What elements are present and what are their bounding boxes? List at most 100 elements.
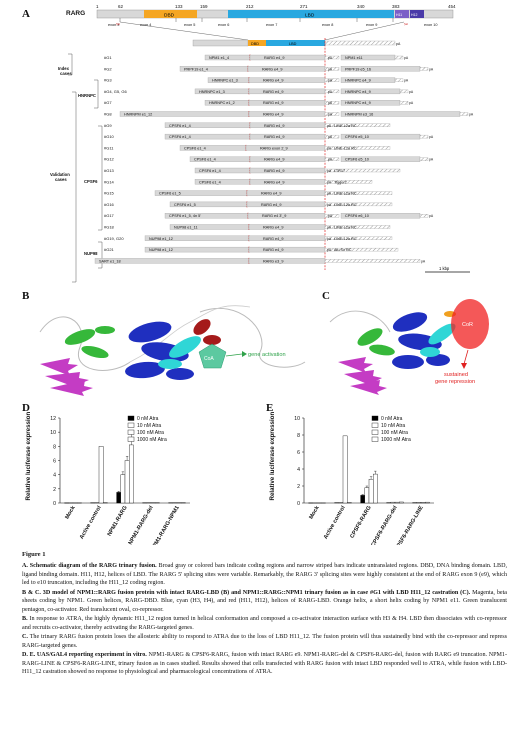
h11-label: H11 — [396, 13, 402, 17]
case-id: #G19, G20 — [104, 236, 124, 241]
pa-label: pA — [328, 79, 333, 83]
fusion-row: #G21 NUP98 e1_12 RARG e4_9 pA Alu Sx RC — [104, 246, 399, 253]
pos-1: 1 — [96, 4, 99, 9]
utr-bar — [324, 101, 340, 105]
partner-3prime-bar — [324, 123, 391, 127]
case-id: #G9 — [104, 123, 112, 128]
pa-label: pA — [328, 101, 333, 105]
h12-domain — [410, 10, 424, 18]
case-id: #G8 — [104, 112, 112, 117]
rarg-segment-label: RARG e4_9 — [263, 113, 283, 117]
rarg-segment-bar — [248, 246, 326, 253]
case-id: #G7 — [104, 100, 112, 105]
rarg-segment-bar — [249, 122, 326, 128]
partner-5prime-label: CPSF6 e1_4 — [169, 135, 191, 139]
dbd-domain — [144, 10, 197, 18]
rarg-segment-label: RARG e4_9 — [263, 226, 283, 230]
pa-label: pA — [328, 113, 333, 117]
y-tick-label: 6 — [297, 450, 300, 456]
fusion-row: #G15 CPSF6 e1_5 RARG e4_9 pA LINE-L2a RC — [104, 190, 393, 197]
pa-label: pA — [328, 56, 333, 60]
utr-bar — [419, 157, 429, 161]
caption-de: D. E. UAS/GAL4 reporting experiment in v… — [22, 652, 508, 676]
bar — [116, 492, 121, 504]
rarg-segment-label: RARG e4_9 — [263, 79, 283, 83]
case-id: #G18 — [104, 225, 115, 230]
construct-pa: pA — [396, 42, 401, 46]
utr-bar — [399, 89, 409, 94]
rarg-segment-label: RARG e4_9 — [264, 169, 284, 173]
partner-3prime-label: LINE-L2a RC — [334, 192, 357, 196]
pa-label: pA — [327, 124, 332, 128]
rarg-segment-bar — [249, 156, 326, 162]
lbd-label: LBD — [305, 13, 315, 19]
exon-7: exon 7 — [266, 23, 277, 27]
bar — [342, 435, 348, 504]
partner-5prime-label: CPSF6 e1_4 — [169, 124, 191, 128]
bar — [394, 501, 400, 504]
y-tick-label: 8 — [53, 444, 56, 450]
fusion-row: #G2 PRPF19 e1_4 RARG e4_9 pA PRPF19 e5_16 pA — [104, 65, 434, 72]
gene-repression-label: gene repression — [435, 379, 475, 385]
figure-title: Figure 1 — [22, 551, 46, 558]
rarg-segment-label: RARG e4_9 — [262, 67, 282, 71]
y-axis-label: Relative luciferase expression — [25, 412, 32, 501]
construct-lbd — [266, 40, 325, 46]
panel-e-letter: E — [266, 402, 274, 414]
partner-3prime-label: CPSF6 e6_10 — [345, 214, 369, 218]
partner-3prime-label: Alu Sx RC — [334, 248, 352, 252]
fusion-row: #G17 CPSF6 e1_5, 4n 5' RARG e4 3'_9 pA CPSF6… — [104, 212, 434, 219]
partner-3prime-bar — [324, 247, 399, 252]
utr-bar — [324, 67, 340, 71]
case-id: #G4, G5, G6 — [104, 89, 127, 94]
case-id: #G1 — [104, 55, 112, 60]
partner-3prime-label: LINE-L2a RC — [334, 124, 357, 128]
partner-5prime-label: PRPF19 e1_4 — [184, 67, 208, 71]
partner-5prime-label: NUP98 e1_12 — [149, 248, 173, 252]
bar — [372, 473, 378, 504]
rarg-segment-bar — [249, 133, 326, 140]
rarg-segment-label: RARG e4_9 — [264, 56, 284, 60]
partner-5prime-label: HNRNPC e1_2 — [209, 101, 235, 105]
partner-3prime-label: NPM1 e11 — [345, 56, 363, 60]
partner-3prime-label: LINE-L2a RC — [334, 237, 357, 241]
pa-label: pA — [327, 192, 332, 196]
partner-5prime-label: HNRNPC e1_3 — [212, 79, 238, 83]
pos-212: 212 — [246, 4, 254, 9]
bar — [420, 502, 426, 504]
pa-label: pA — [429, 158, 434, 162]
y-tick-label: 6 — [53, 459, 56, 465]
fusion-row: #G8 HNRNPM e1_12 RARG e4_9 pA HNRNPM e3_16 pA — [104, 111, 474, 117]
coactivator-label: CoA — [204, 356, 214, 362]
pa-label: pA — [429, 214, 434, 218]
fusion-row: #G12 CPSF6 e1_4 RARG e4_9 pA CPSF6 e5_10 pA — [104, 156, 434, 163]
partner-5prime-label: CPSF6 e1_4 — [184, 146, 206, 150]
construct-dbd — [248, 40, 266, 46]
rarg-segment-bar — [249, 179, 326, 185]
rarg-segment-label: RARG e4_9 — [263, 90, 283, 94]
bar — [120, 474, 126, 504]
legend-label: 10 nM Atra — [381, 423, 405, 429]
y-tick-label: 4 — [53, 473, 56, 479]
fusion-row: #G16 CPSF6 e1_5 RARG e4_9 pA LINE-L2a RC — [104, 201, 393, 208]
pos-454: 454 — [448, 4, 456, 9]
partner-3prime-label: CPSF6 e5_10 — [345, 158, 369, 162]
utr-bar — [399, 101, 409, 105]
fusion-row: #G11 CPSF6 e1_4 RARG exon 2_9 pA LINE-L2a RC — [104, 144, 391, 151]
rarg-segment-label: RARG e4_9 — [261, 192, 281, 196]
rarg-segment-bar — [248, 88, 326, 95]
x-tick-label: Active control — [79, 505, 103, 541]
case-id: #G10 — [104, 134, 115, 139]
case-id: #G11 — [104, 145, 114, 150]
rarg-segment-label: RARG e4_9 — [261, 203, 281, 207]
rarg-segment-label: RARG e4_9 — [264, 135, 284, 139]
utr-bar — [324, 112, 340, 116]
legend-swatch — [371, 415, 379, 421]
rarg-segment-bar — [248, 111, 326, 117]
x-tick-label: NPM1-RARG — [107, 505, 129, 537]
partner-5prime-label: CPSF6 e1_5 — [174, 203, 196, 207]
panel-a-schematic: RARG 1 62 133 159 212 271 340 383 454 DB… — [50, 4, 474, 283]
pos-383: 383 — [392, 4, 400, 9]
pa-label: pA — [469, 113, 474, 117]
y-tick-label: 2 — [53, 487, 56, 493]
